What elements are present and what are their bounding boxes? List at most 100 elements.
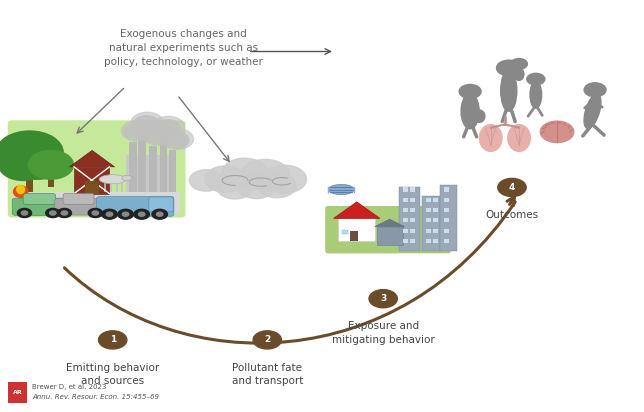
- Bar: [169, 150, 176, 192]
- Bar: [410, 229, 415, 233]
- Ellipse shape: [540, 121, 574, 143]
- Polygon shape: [375, 219, 404, 227]
- Polygon shape: [70, 150, 115, 167]
- FancyBboxPatch shape: [97, 197, 174, 216]
- Text: 4: 4: [509, 183, 515, 192]
- Bar: [402, 187, 408, 192]
- Bar: [13, 192, 180, 214]
- Circle shape: [102, 209, 117, 219]
- Circle shape: [124, 124, 149, 140]
- Bar: [129, 142, 137, 192]
- Circle shape: [156, 212, 163, 216]
- Text: 1: 1: [109, 335, 116, 344]
- Circle shape: [189, 170, 223, 191]
- Circle shape: [155, 121, 178, 136]
- Bar: [377, 227, 402, 245]
- Circle shape: [511, 59, 527, 69]
- Bar: [138, 134, 146, 192]
- Circle shape: [497, 60, 521, 76]
- FancyBboxPatch shape: [325, 206, 451, 253]
- Circle shape: [241, 159, 290, 191]
- Text: Annu. Rev. Resour. Econ. 15:455–69: Annu. Rev. Resour. Econ. 15:455–69: [32, 394, 159, 400]
- Circle shape: [133, 115, 159, 132]
- Circle shape: [61, 211, 68, 215]
- Circle shape: [118, 209, 133, 219]
- Circle shape: [134, 209, 149, 219]
- Bar: [410, 218, 415, 222]
- Ellipse shape: [473, 110, 485, 122]
- Ellipse shape: [584, 94, 601, 129]
- Ellipse shape: [14, 186, 28, 197]
- FancyBboxPatch shape: [12, 198, 68, 215]
- Bar: [433, 198, 438, 202]
- Circle shape: [162, 129, 193, 150]
- Bar: [402, 229, 408, 233]
- Ellipse shape: [501, 70, 516, 111]
- Ellipse shape: [479, 125, 502, 151]
- Circle shape: [527, 73, 545, 85]
- Bar: [444, 198, 449, 202]
- Bar: [350, 231, 358, 241]
- Circle shape: [0, 149, 48, 180]
- Bar: [426, 198, 431, 202]
- Ellipse shape: [514, 68, 524, 80]
- Bar: [85, 181, 99, 194]
- Bar: [440, 185, 457, 251]
- Circle shape: [88, 208, 102, 218]
- FancyBboxPatch shape: [63, 194, 94, 204]
- Circle shape: [21, 211, 28, 215]
- Ellipse shape: [461, 94, 479, 129]
- Circle shape: [263, 165, 307, 193]
- Text: Brewer D, et al. 2023: Brewer D, et al. 2023: [32, 384, 106, 390]
- Ellipse shape: [122, 176, 132, 181]
- Circle shape: [584, 83, 606, 97]
- Bar: [426, 229, 431, 233]
- Bar: [410, 198, 415, 202]
- Text: Outcomes: Outcomes: [486, 210, 538, 220]
- Ellipse shape: [328, 185, 354, 195]
- Text: Exposure and
mitigating behavior: Exposure and mitigating behavior: [332, 321, 435, 344]
- Bar: [149, 146, 157, 192]
- Circle shape: [0, 131, 63, 174]
- Circle shape: [57, 208, 71, 218]
- Circle shape: [459, 84, 481, 98]
- FancyBboxPatch shape: [23, 194, 55, 204]
- Bar: [74, 167, 109, 194]
- Bar: [402, 218, 408, 222]
- Bar: [433, 239, 438, 243]
- FancyBboxPatch shape: [55, 199, 106, 215]
- Text: 2: 2: [264, 335, 270, 344]
- Circle shape: [138, 212, 145, 216]
- Bar: [444, 218, 449, 222]
- Bar: [426, 239, 431, 243]
- Bar: [342, 230, 348, 234]
- Circle shape: [145, 129, 168, 144]
- Bar: [402, 198, 408, 202]
- Bar: [402, 208, 408, 212]
- Bar: [426, 208, 431, 212]
- Circle shape: [164, 132, 189, 148]
- Ellipse shape: [99, 175, 126, 184]
- Bar: [126, 154, 174, 192]
- Circle shape: [134, 117, 157, 131]
- Circle shape: [152, 209, 167, 219]
- Text: AR: AR: [12, 390, 23, 395]
- Bar: [444, 239, 449, 243]
- Bar: [422, 196, 440, 251]
- Bar: [48, 171, 54, 187]
- Circle shape: [121, 121, 153, 141]
- Circle shape: [17, 208, 32, 218]
- Bar: [433, 218, 438, 222]
- Bar: [433, 229, 438, 233]
- Circle shape: [124, 125, 147, 140]
- Circle shape: [205, 166, 246, 192]
- FancyBboxPatch shape: [8, 120, 185, 218]
- Bar: [444, 208, 449, 212]
- Bar: [160, 138, 167, 192]
- Bar: [444, 229, 449, 233]
- Circle shape: [106, 212, 113, 216]
- Text: 3: 3: [380, 294, 386, 303]
- Ellipse shape: [530, 82, 542, 108]
- Circle shape: [50, 211, 56, 215]
- Ellipse shape: [508, 125, 531, 151]
